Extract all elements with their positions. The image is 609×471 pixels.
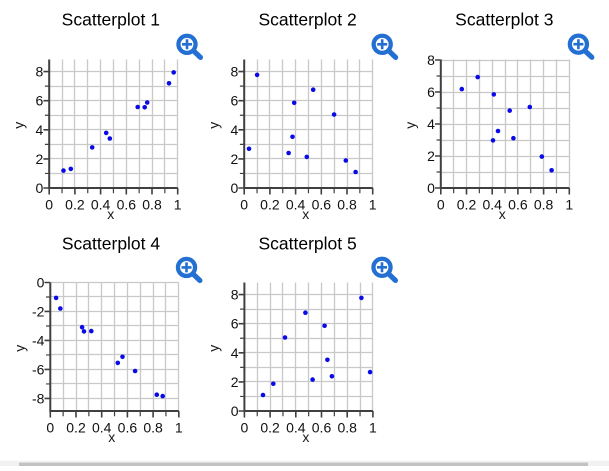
svg-text:-8: -8	[32, 390, 45, 406]
svg-text:-4: -4	[32, 332, 45, 348]
svg-text:y: y	[12, 345, 28, 352]
svg-text:8: 8	[231, 287, 239, 303]
svg-text:x: x	[302, 429, 309, 445]
svg-text:4: 4	[231, 345, 239, 361]
svg-text:0: 0	[36, 180, 44, 196]
svg-text:x: x	[107, 206, 114, 222]
svg-text:0.4: 0.4	[286, 197, 306, 213]
svg-text:0.4: 0.4	[482, 197, 502, 213]
svg-text:0.8: 0.8	[142, 197, 162, 213]
svg-text:0: 0	[240, 197, 248, 213]
svg-text:8: 8	[36, 64, 44, 80]
svg-text:6: 6	[231, 316, 239, 332]
svg-text:0.6: 0.6	[312, 197, 332, 213]
svg-text:0: 0	[45, 197, 53, 213]
svg-text:0.8: 0.8	[143, 420, 163, 436]
svg-text:6: 6	[36, 93, 44, 109]
svg-text:Scatterplot 2: Scatterplot 2	[258, 10, 356, 30]
svg-text:y: y	[205, 122, 221, 129]
svg-text:x: x	[108, 429, 115, 445]
svg-text:0.6: 0.6	[118, 420, 138, 436]
svg-text:x: x	[302, 206, 309, 222]
svg-text:0.2: 0.2	[65, 197, 85, 213]
svg-text:0.2: 0.2	[260, 197, 280, 213]
svg-text:4: 4	[231, 122, 239, 138]
svg-text:-2: -2	[32, 303, 45, 319]
svg-text:0.8: 0.8	[337, 420, 357, 436]
svg-text:y: y	[206, 345, 222, 352]
svg-text:1: 1	[174, 197, 182, 213]
svg-text:0.4: 0.4	[92, 420, 112, 436]
svg-text:0.8: 0.8	[534, 197, 554, 213]
svg-text:0: 0	[427, 180, 435, 196]
svg-text:6: 6	[231, 93, 239, 109]
svg-text:y: y	[402, 122, 418, 129]
svg-text:0: 0	[37, 275, 45, 291]
svg-text:x: x	[499, 206, 506, 222]
svg-text:0: 0	[46, 420, 54, 436]
svg-text:4: 4	[36, 122, 44, 138]
svg-text:2: 2	[231, 151, 239, 167]
svg-text:Scatterplot 3: Scatterplot 3	[455, 10, 553, 30]
svg-text:0.2: 0.2	[457, 197, 477, 213]
svg-text:0: 0	[231, 403, 239, 419]
svg-text:0.2: 0.2	[260, 420, 280, 436]
svg-text:4: 4	[427, 116, 435, 132]
svg-text:0: 0	[437, 197, 445, 213]
svg-text:0: 0	[241, 420, 249, 436]
svg-text:2: 2	[36, 151, 44, 167]
svg-text:0.4: 0.4	[286, 420, 306, 436]
svg-text:y: y	[10, 122, 26, 129]
svg-text:1: 1	[565, 197, 573, 213]
svg-text:8: 8	[231, 64, 239, 80]
svg-text:8: 8	[427, 52, 435, 68]
svg-text:0.2: 0.2	[66, 420, 86, 436]
svg-text:1: 1	[175, 420, 183, 436]
svg-text:2: 2	[231, 374, 239, 390]
svg-text:Scatterplot 5: Scatterplot 5	[258, 234, 356, 254]
svg-text:0.6: 0.6	[312, 420, 332, 436]
svg-text:1: 1	[369, 420, 377, 436]
svg-text:0.4: 0.4	[91, 197, 111, 213]
svg-text:1: 1	[369, 197, 377, 213]
svg-text:-6: -6	[32, 361, 45, 377]
svg-text:Scatterplot 4: Scatterplot 4	[62, 234, 161, 254]
svg-text:0.8: 0.8	[337, 197, 357, 213]
svg-text:2: 2	[427, 148, 435, 164]
svg-text:6: 6	[427, 84, 435, 100]
svg-text:0: 0	[231, 180, 239, 196]
svg-text:Scatterplot 1: Scatterplot 1	[62, 10, 160, 30]
svg-text:0.6: 0.6	[508, 197, 528, 213]
svg-text:0.6: 0.6	[117, 197, 137, 213]
